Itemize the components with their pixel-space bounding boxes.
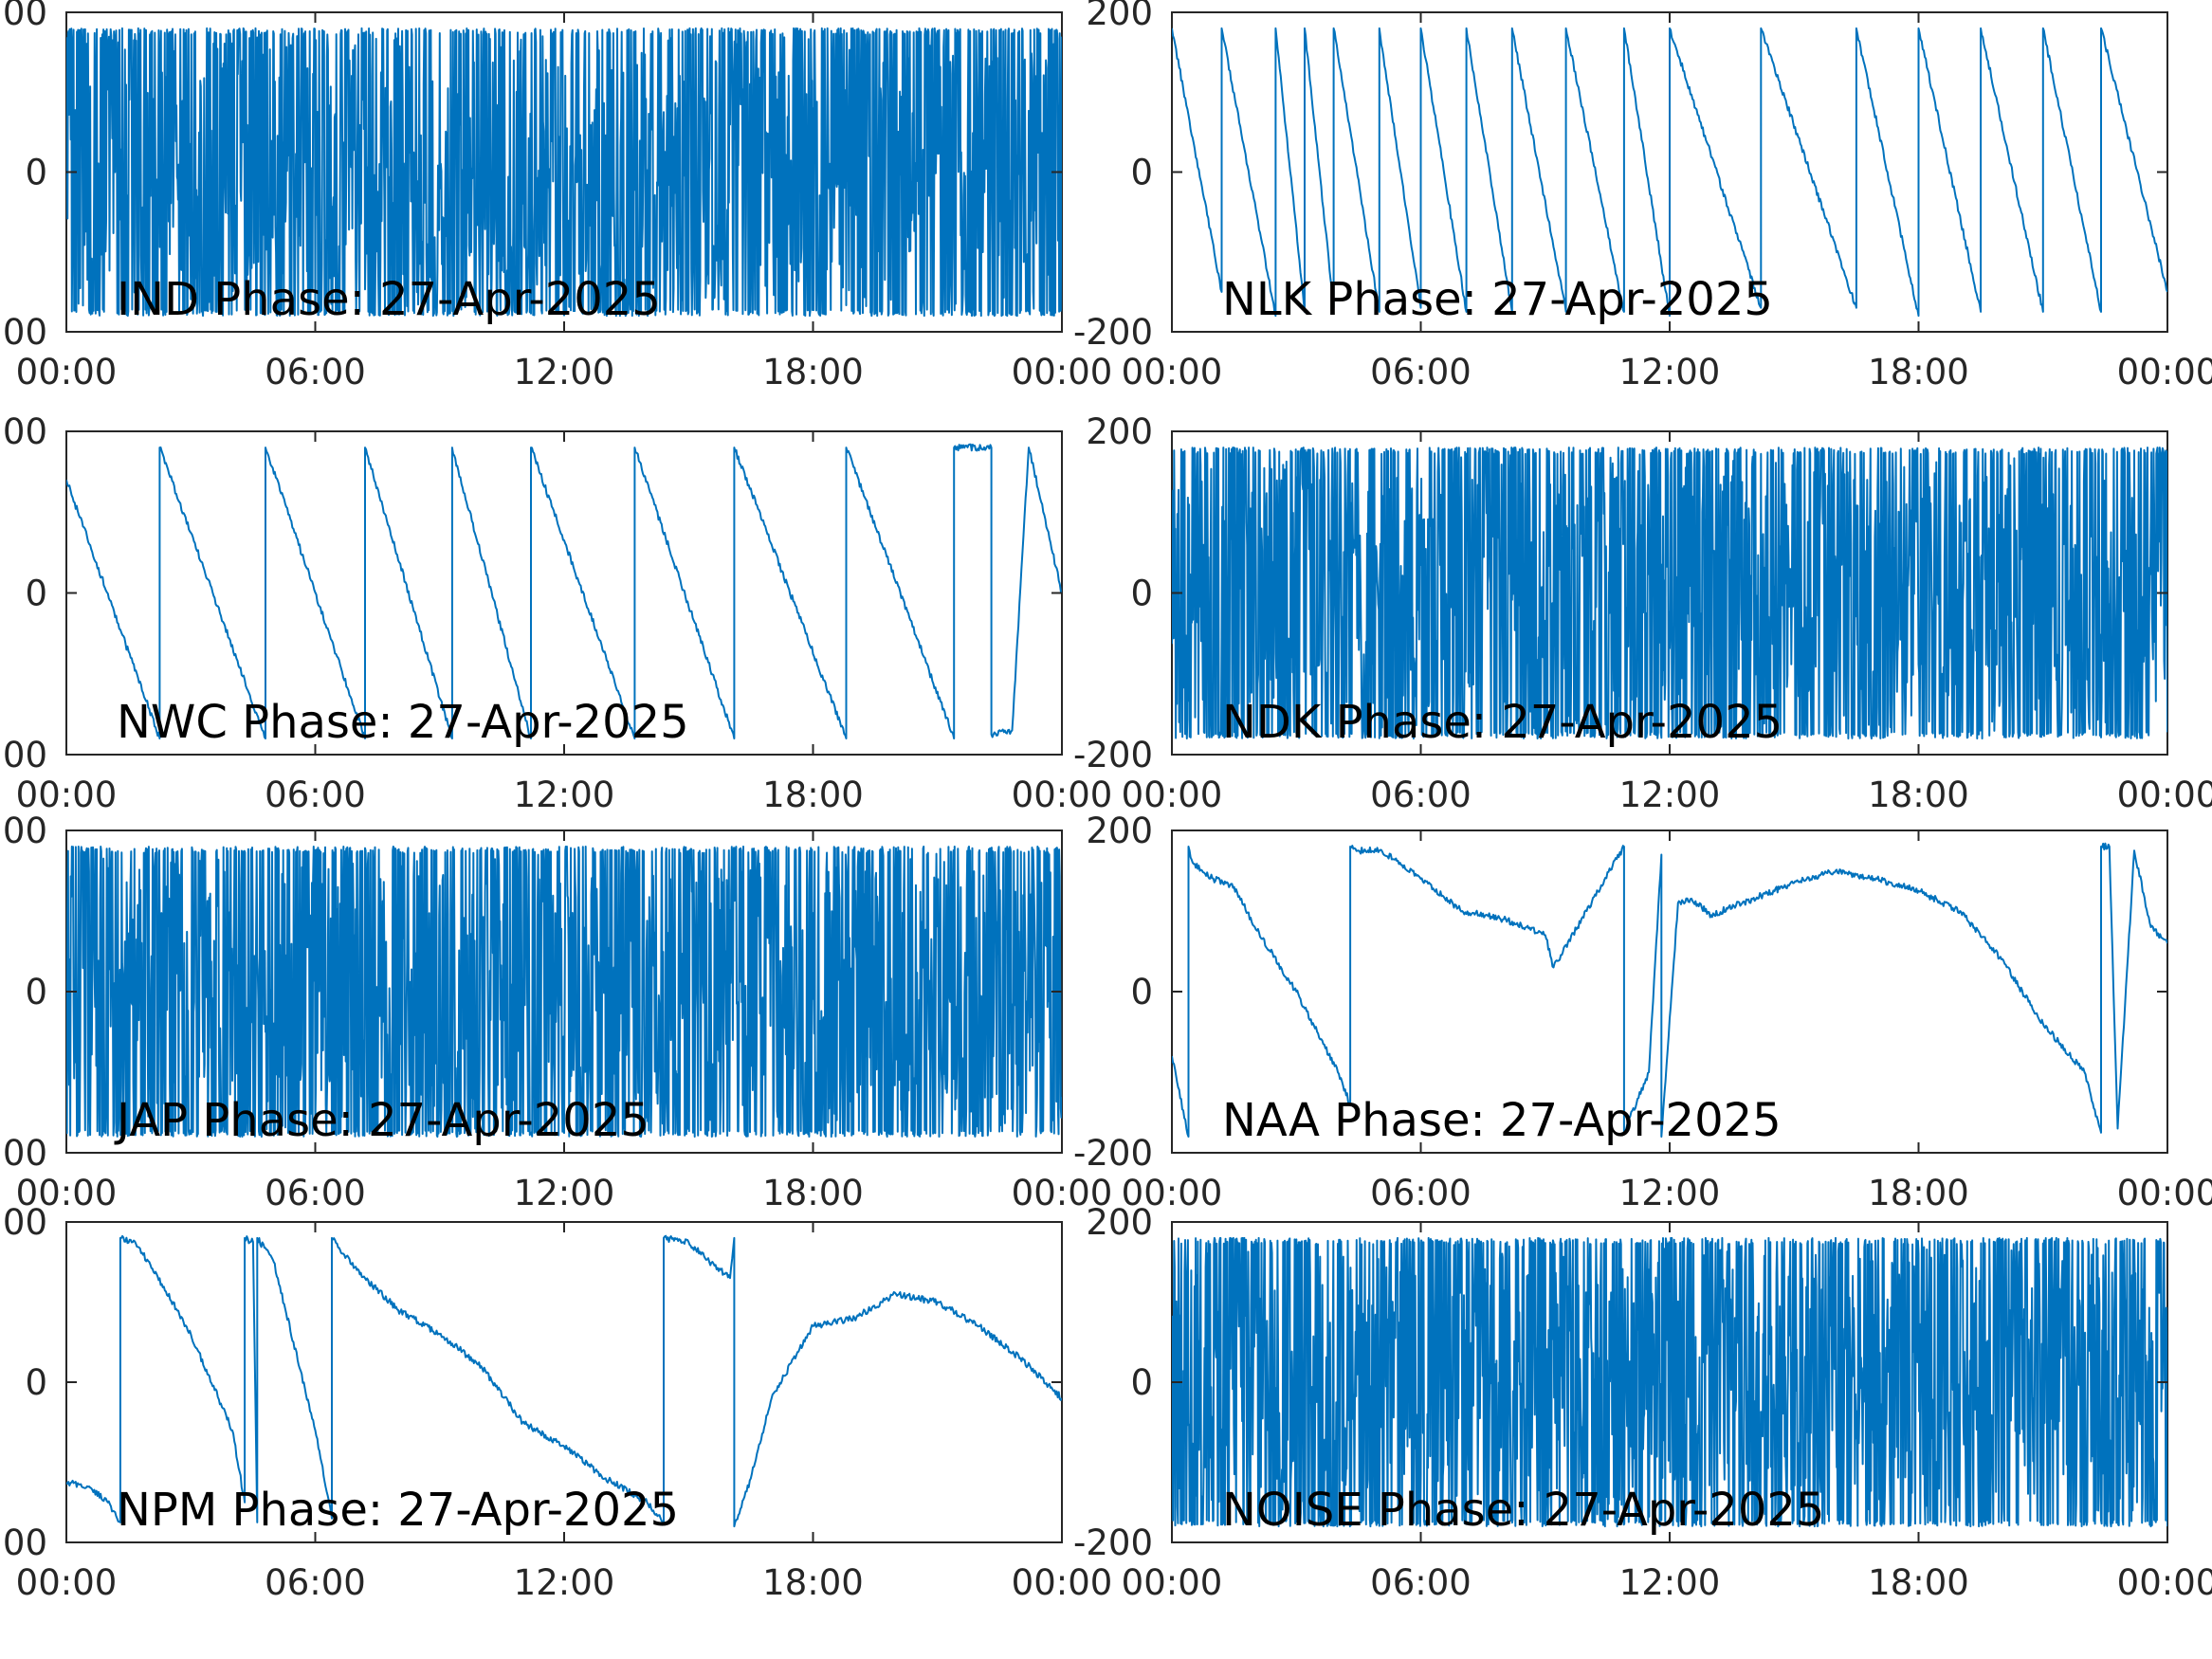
- y-tick-label: 200: [0, 411, 47, 452]
- x-tick-label: 18:00: [1868, 1562, 1969, 1603]
- x-tick-label: 00:00: [16, 1562, 118, 1603]
- x-tick-label: 12:00: [514, 1173, 615, 1213]
- panel-label: NDK Phase: 27-Apr-2025: [1222, 696, 1782, 749]
- y-tick-label: 200: [0, 1202, 47, 1243]
- x-tick-label: 18:00: [762, 775, 864, 815]
- y-tick-label: -200: [1073, 1133, 1153, 1174]
- phase-series-line: [1172, 447, 2167, 739]
- x-tick-label: 12:00: [1619, 775, 1721, 815]
- y-tick-label: 0: [25, 153, 47, 193]
- x-tick-label: 00:00: [1122, 352, 1223, 392]
- x-tick-label: 18:00: [762, 352, 864, 392]
- y-tick-label: 0: [25, 574, 47, 614]
- y-tick-label: 0: [25, 1362, 47, 1403]
- panel-label: NOISE Phase: 27-Apr-2025: [1222, 1484, 1824, 1537]
- y-tick-label: 0: [1130, 972, 1153, 1012]
- x-tick-label: 00:00: [1122, 1173, 1223, 1213]
- panel-label: NPM Phase: 27-Apr-2025: [117, 1484, 679, 1537]
- phase-series-line: [66, 846, 1062, 1138]
- x-tick-label: 00:00: [16, 352, 118, 392]
- x-tick-label: 12:00: [514, 775, 615, 815]
- x-tick-label: 06:00: [265, 1562, 366, 1603]
- y-tick-label: 200: [0, 0, 47, 33]
- y-tick-label: -200: [1073, 735, 1153, 775]
- y-tick-label: -200: [0, 312, 47, 353]
- x-tick-label: 06:00: [265, 1173, 366, 1213]
- phase-series-line: [66, 27, 1062, 318]
- x-tick-label: 00:00: [2117, 1562, 2212, 1603]
- phase-series-line: [1172, 842, 2167, 1138]
- y-tick-label: 200: [1086, 1202, 1153, 1243]
- x-tick-label: 12:00: [1619, 1562, 1721, 1603]
- panel-label: JAP Phase: 27-Apr-2025: [114, 1094, 649, 1147]
- phase-series-line: [1172, 1236, 2167, 1528]
- y-tick-label: 200: [0, 811, 47, 851]
- x-tick-label: 06:00: [265, 775, 366, 815]
- y-tick-label: 0: [1130, 153, 1153, 193]
- x-tick-label: 18:00: [762, 1562, 864, 1603]
- x-tick-label: 06:00: [265, 352, 366, 392]
- y-tick-label: 200: [1086, 811, 1153, 851]
- y-tick-label: -200: [0, 1522, 47, 1563]
- panel-label: NLK Phase: 27-Apr-2025: [1222, 273, 1773, 326]
- x-tick-label: 06:00: [1370, 1562, 1472, 1603]
- x-tick-label: 00:00: [1012, 1173, 1113, 1213]
- x-tick-label: 00:00: [1122, 775, 1223, 815]
- x-tick-label: 06:00: [1370, 1173, 1472, 1213]
- x-tick-label: 12:00: [1619, 352, 1721, 392]
- x-tick-label: 18:00: [1868, 775, 1969, 815]
- phase-series-line: [66, 443, 1062, 739]
- x-tick-label: 00:00: [16, 1173, 118, 1213]
- x-tick-label: 06:00: [1370, 775, 1472, 815]
- y-tick-label: 0: [1130, 574, 1153, 614]
- x-tick-label: 12:00: [1619, 1173, 1721, 1213]
- x-tick-label: 06:00: [1370, 352, 1472, 392]
- y-tick-label: -200: [0, 1133, 47, 1174]
- panel-label: NWC Phase: 27-Apr-2025: [117, 696, 689, 749]
- phase-series-line: [66, 1234, 1062, 1528]
- y-tick-label: 0: [1130, 1362, 1153, 1403]
- x-tick-label: 00:00: [2117, 352, 2212, 392]
- x-tick-label: 00:00: [1012, 775, 1113, 815]
- x-tick-label: 00:00: [2117, 775, 2212, 815]
- x-tick-label: 00:00: [2117, 1173, 2212, 1213]
- x-tick-label: 18:00: [1868, 1173, 1969, 1213]
- x-tick-label: 12:00: [514, 1562, 615, 1603]
- x-tick-label: 12:00: [514, 352, 615, 392]
- y-tick-label: -200: [1073, 312, 1153, 353]
- x-tick-label: 00:00: [1012, 352, 1113, 392]
- y-tick-label: -200: [1073, 1522, 1153, 1563]
- x-tick-label: 18:00: [762, 1173, 864, 1213]
- y-tick-label: 200: [1086, 411, 1153, 452]
- y-tick-label: 200: [1086, 0, 1153, 33]
- x-tick-label: 18:00: [1868, 352, 1969, 392]
- panel-label: IND Phase: 27-Apr-2025: [117, 273, 661, 326]
- x-tick-label: 00:00: [16, 775, 118, 815]
- phase-series-line: [1172, 27, 2167, 318]
- x-tick-label: 00:00: [1012, 1562, 1113, 1603]
- y-tick-label: -200: [0, 735, 47, 775]
- y-tick-label: 0: [25, 972, 47, 1012]
- x-tick-label: 00:00: [1122, 1562, 1223, 1603]
- axes-frame: [1171, 830, 2168, 1154]
- panel-label: NAA Phase: 27-Apr-2025: [1222, 1094, 1782, 1147]
